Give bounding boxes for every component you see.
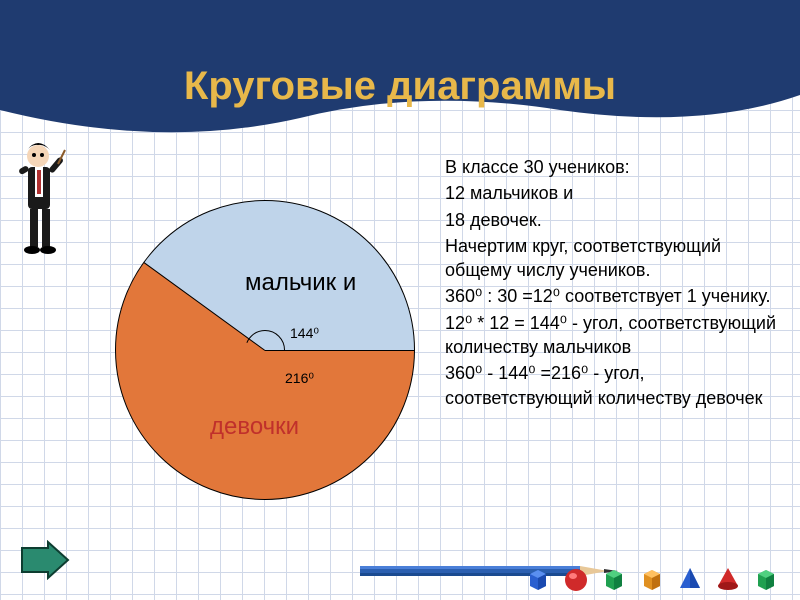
cone-icon [714, 564, 742, 592]
next-arrow-button[interactable] [20, 540, 70, 580]
shapes-row [524, 564, 780, 592]
text-line: В классе 30 учеников: [445, 155, 790, 179]
angle-label-boys: 144⁰ [290, 325, 319, 342]
text-line: 360⁰ : 30 =12⁰ соответствует 1 ученику. [445, 284, 790, 308]
cube-icon [638, 564, 666, 592]
explanation-text: В классе 30 учеников: 12 мальчиков и 18 … [445, 155, 790, 412]
pie-slice-label-boys: мальчик и [245, 270, 356, 295]
pyramid-icon [676, 564, 704, 592]
cube-icon [752, 564, 780, 592]
text-line: 18 девочек. [445, 208, 790, 232]
cube-icon [600, 564, 628, 592]
pie-chart: мальчик и девочки 144⁰ 216⁰ [115, 200, 415, 500]
text-line: Начертим круг, соответствующий общему чи… [445, 234, 790, 283]
pie-slice-label-girls: девочки [210, 413, 299, 441]
text-line: 360⁰ - 144⁰ =216⁰ - угол, соответствующи… [445, 361, 790, 410]
angle-label-girls: 216⁰ [285, 370, 314, 387]
text-line: 12⁰ * 12 = 144⁰ - угол, соответствующий … [445, 311, 790, 360]
cube-icon [524, 564, 552, 592]
teacher-icon [10, 140, 80, 270]
sphere-icon [562, 564, 590, 592]
page-title: Круговые диаграммы [0, 64, 800, 109]
pie-radius-line [265, 350, 415, 351]
text-line: 12 мальчиков и [445, 181, 790, 205]
